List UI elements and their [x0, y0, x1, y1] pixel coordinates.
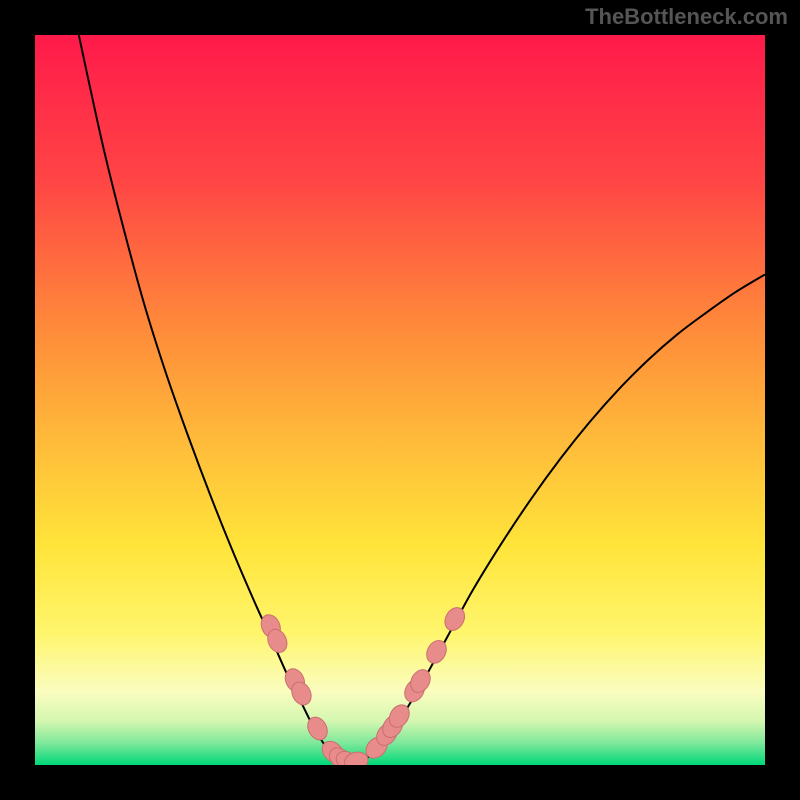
watermark-text: TheBottleneck.com [585, 4, 788, 30]
plot-panel [35, 35, 765, 765]
chart-background [35, 35, 765, 765]
chart-svg [35, 35, 765, 765]
